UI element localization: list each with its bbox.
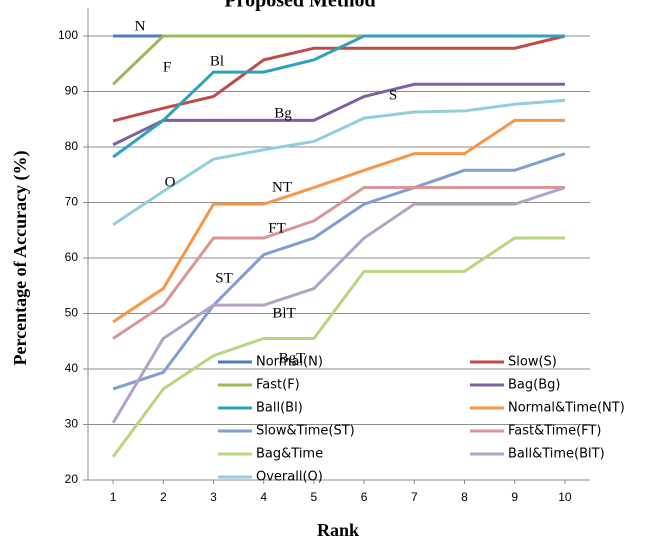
legend-label: Bag&Time (256, 447, 323, 462)
annotation: S (389, 87, 397, 103)
x-tick-label: 7 (411, 490, 418, 504)
annotation: Bl (210, 53, 224, 69)
x-tick-label: 6 (361, 490, 368, 504)
legend-label: Fast(F) (256, 378, 300, 393)
series-line (111, 186, 566, 424)
x-tick-label: 3 (210, 490, 217, 504)
chart-title: Proposed Method (224, 0, 375, 12)
legend-label: Ball&Time(BlT) (508, 447, 605, 462)
series-line (112, 34, 565, 86)
annotation: ST (215, 270, 233, 286)
legend-label: Ball(Bl) (256, 401, 303, 416)
x-tick-label: 8 (461, 490, 468, 504)
y-axis-label: Percentage of Accuracy (%) (10, 150, 31, 365)
annotation: N (135, 18, 146, 34)
x-tick-label: 9 (511, 490, 518, 504)
x-tick-label: 10 (558, 490, 572, 504)
annotation: BlT (272, 305, 295, 321)
legend-label: Slow&Time(ST) (256, 424, 355, 439)
x-axis-label: Rank (317, 520, 359, 540)
series-line (112, 152, 566, 391)
y-tick-label: 90 (65, 84, 79, 98)
legend-label: Normal&Time(NT) (508, 401, 625, 416)
legend-label: Bag(Bg) (508, 378, 560, 393)
series-line (112, 82, 565, 147)
legend-label: Slow(S) (508, 355, 557, 370)
y-tick-label: 30 (65, 417, 79, 431)
y-tick-label: 60 (65, 250, 79, 264)
y-tick-label: 50 (65, 306, 79, 320)
series-line (112, 118, 565, 324)
x-tick-label: 2 (160, 490, 167, 504)
series-line (112, 186, 565, 340)
annotation: FT (268, 220, 286, 236)
annotation: O (165, 174, 176, 190)
annotation: NT (272, 179, 292, 195)
series-line (111, 236, 565, 458)
annotation: BgT (279, 350, 306, 366)
series-line (112, 34, 565, 159)
series-line (112, 98, 566, 226)
y-tick-label: 70 (65, 195, 79, 209)
x-tick-label: 1 (110, 490, 117, 504)
y-tick-label: 20 (65, 472, 79, 486)
annotation: Bg (274, 105, 292, 121)
annotation: F (163, 59, 171, 75)
y-tick-label: 80 (65, 139, 79, 153)
x-tick-label: 4 (260, 490, 267, 504)
y-tick-label: 40 (65, 361, 79, 375)
legend-label: Normal(N) (256, 355, 323, 370)
y-tick-label: 100 (58, 28, 78, 42)
x-tick-label: 5 (311, 490, 318, 504)
legend-label: Fast&Time(FT) (508, 424, 601, 439)
legend-label: Overall(O) (256, 470, 323, 485)
